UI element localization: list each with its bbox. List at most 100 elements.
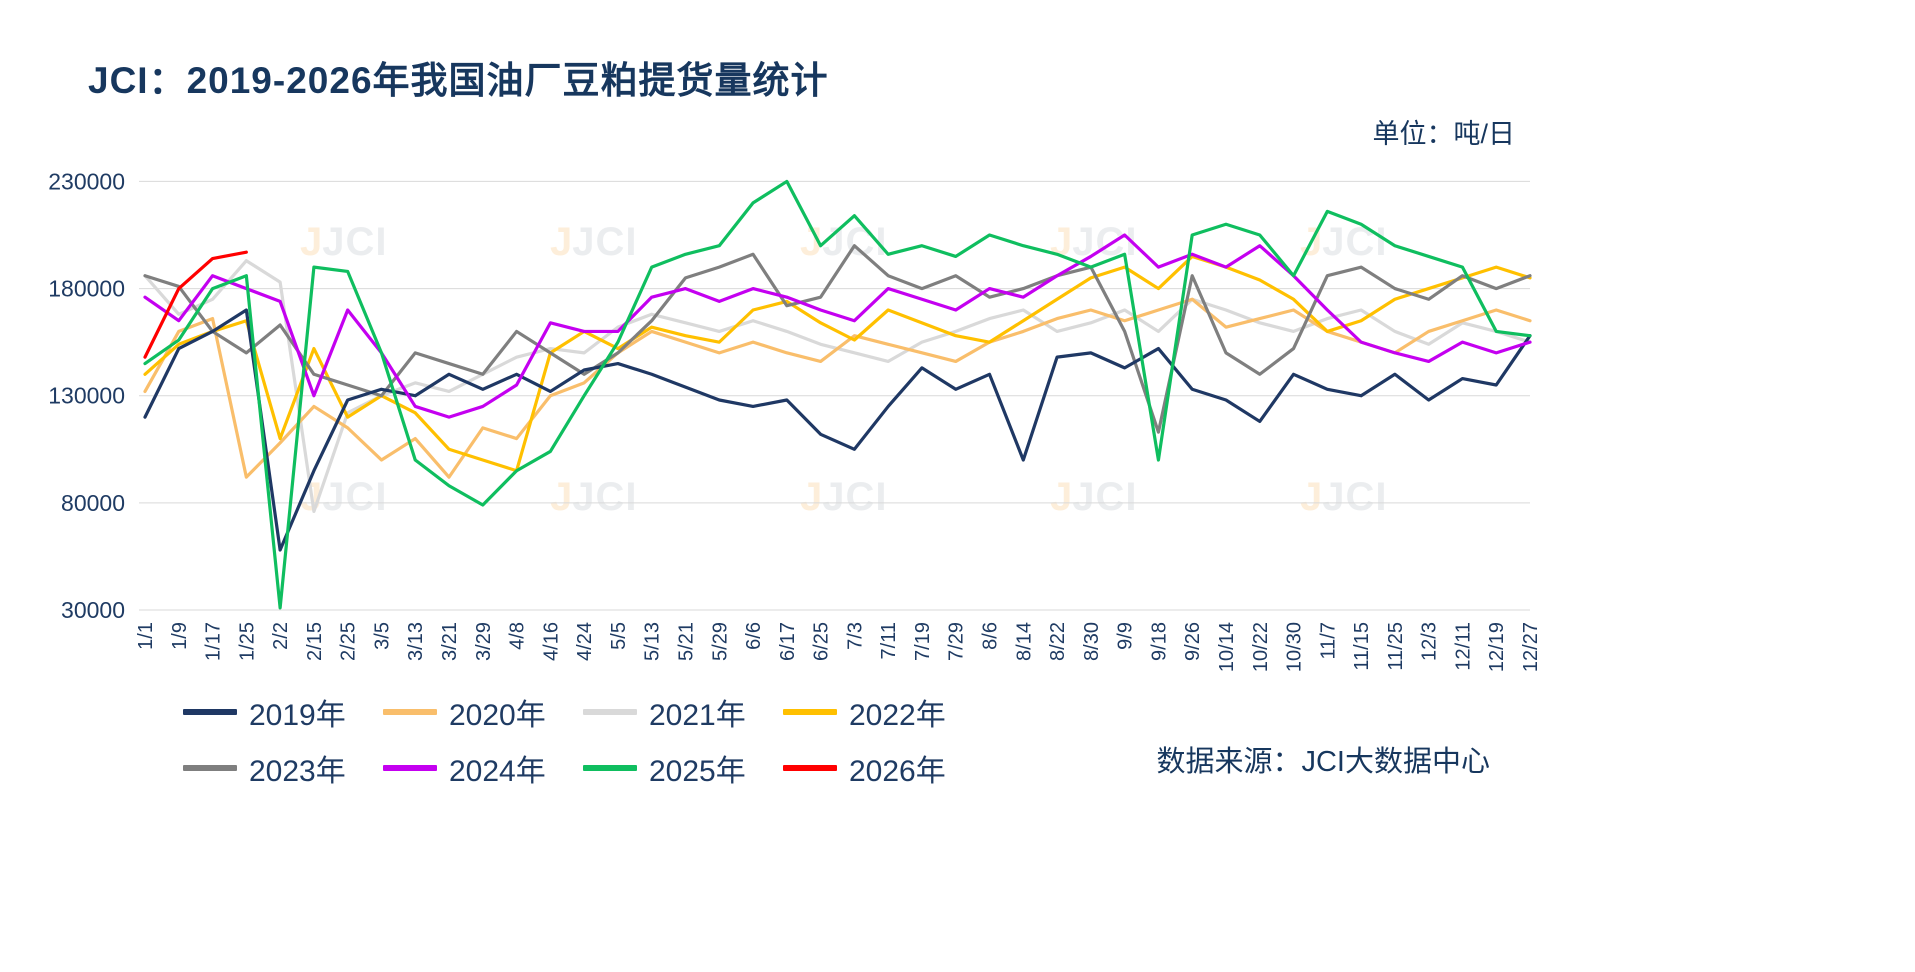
x-axis-label: 1/25 [236,622,258,661]
x-axis-label: 8/14 [1013,622,1035,661]
x-axis-label: 11/7 [1317,622,1339,659]
x-axis-label: 10/30 [1284,622,1306,672]
jci-watermark: JJCI [800,475,888,520]
series-line-2022年 [143,254,1532,473]
jci-watermark: JJCI [1050,475,1138,520]
legend-item-2024年: 2024年 [383,746,583,790]
series-line-2024年 [143,233,1532,419]
legend-swatch [583,709,637,715]
y-axis-label: 180000 [48,276,125,302]
series-line-2023年 [143,244,1532,434]
watermark-text: JCI [322,475,388,519]
watermark-text: JCI [822,475,888,519]
watermark-accent: J [300,220,323,264]
legend-swatch [383,709,437,715]
watermark-accent: J [800,475,823,519]
y-axis-label: 230000 [48,168,125,194]
legend-item-2022年: 2022年 [783,690,983,734]
watermark-accent: J [550,220,573,264]
x-axis-label: 11/15 [1351,622,1373,671]
watermark-accent: J [1300,475,1323,519]
jci-watermark: JJCI [1050,220,1138,265]
y-axis-label: 80000 [61,490,125,516]
data-source: 数据来源：JCI大数据中心 [1156,746,1490,778]
x-axis-label: 12/27 [1520,622,1542,672]
series-line-2026年 [143,250,248,359]
x-axis-label: 7/11 [878,622,900,659]
x-axis-label: 2/2 [270,622,292,650]
x-axis-label: 6/17 [777,622,799,661]
legend-label: 2023年 [249,755,346,788]
jci-watermark: JJCI [550,220,638,265]
series-line-2020年 [143,297,1532,479]
x-axis-label: 6/6 [743,622,765,650]
x-axis-label: 11/25 [1385,622,1407,671]
legend-label: 2022年 [849,699,946,732]
legend-swatch [183,765,237,771]
x-axis-label: 6/25 [811,622,833,661]
legend-item-2019年: 2019年 [183,690,383,734]
legend-label: 2020年 [449,699,546,732]
x-axis-label: 1/17 [203,622,225,661]
x-axis-label: 4/24 [574,622,596,661]
x-axis-label: 5/13 [642,622,664,661]
x-axis-label: 2/25 [338,622,360,661]
x-axis-label: 8/30 [1081,622,1103,661]
legend-label: 2019年 [249,699,346,732]
watermark-text: JCI [572,220,638,264]
watermark-text: JCI [1322,220,1388,264]
x-axis-label: 3/13 [405,622,427,661]
watermark-text: JCI [572,475,638,519]
x-axis-label: 8/22 [1047,622,1069,661]
legend-item-2021年: 2021年 [583,690,783,734]
x-axis-label: 3/5 [371,622,393,650]
x-axis-label: 3/21 [439,622,461,661]
watermark-text: JCI [1322,475,1388,519]
x-axis-label: 1/9 [169,622,191,650]
legend-swatch [583,765,637,771]
watermark-accent: J [800,220,823,264]
x-axis-label: 5/5 [608,622,630,650]
jci-watermark: JJCI [300,220,388,265]
x-axis-label: 8/6 [980,622,1002,650]
legend-item-2023年: 2023年 [183,746,383,790]
x-axis-label: 4/16 [540,622,562,661]
x-axis-label: 4/8 [507,622,529,650]
x-axis-label: 7/3 [844,622,866,650]
jci-watermark: JJCI [1300,475,1388,520]
legend-label: 2025年 [649,755,746,788]
x-axis-label: 3/29 [473,622,495,661]
legend-swatch [783,709,837,715]
legend-item-2026年: 2026年 [783,746,983,790]
x-axis-label: 12/11 [1452,622,1474,671]
x-axis-label: 5/21 [675,622,697,661]
legend-label: 2021年 [649,699,746,732]
x-axis-label: 9/26 [1182,622,1204,661]
x-axis-label: 2/15 [304,622,326,661]
legend-swatch [783,765,837,771]
x-axis-label: 5/29 [709,622,731,661]
x-axis-label: 10/14 [1216,622,1238,672]
y-axis-label: 130000 [48,383,125,409]
watermark-text: JCI [322,220,388,264]
watermark-text: JCI [1072,475,1138,519]
legend-item-2025年: 2025年 [583,746,783,790]
x-axis-label: 1/1 [135,622,157,650]
legend-swatch [183,709,237,715]
watermark-accent: J [1050,475,1073,519]
legend-item-2020年: 2020年 [383,690,583,734]
x-axis-label: 9/9 [1115,622,1137,650]
y-axis-label: 30000 [61,597,125,623]
line-chart: 30000 80000 130000 180000 230000 1/1 1/9 1/17 1/… [48,168,1542,672]
jci-watermark: JJCI [550,475,638,520]
unit-label: 单位：吨/日 [1372,119,1515,149]
chart-legend: 2019年 2020年 2021年 2022年 2023年 2024年 2025年 2026年 [183,690,983,790]
x-axis-label: 7/29 [946,622,968,661]
x-axis-label: 10/22 [1250,622,1272,672]
chart-title: JCI：2019-2026年我国油厂豆粕提货量统计 [88,60,829,101]
legend-label: 2024年 [449,755,546,788]
x-axis-label: 12/19 [1486,622,1508,672]
legend-label: 2026年 [849,755,946,788]
x-axis-label: 7/19 [912,622,934,661]
